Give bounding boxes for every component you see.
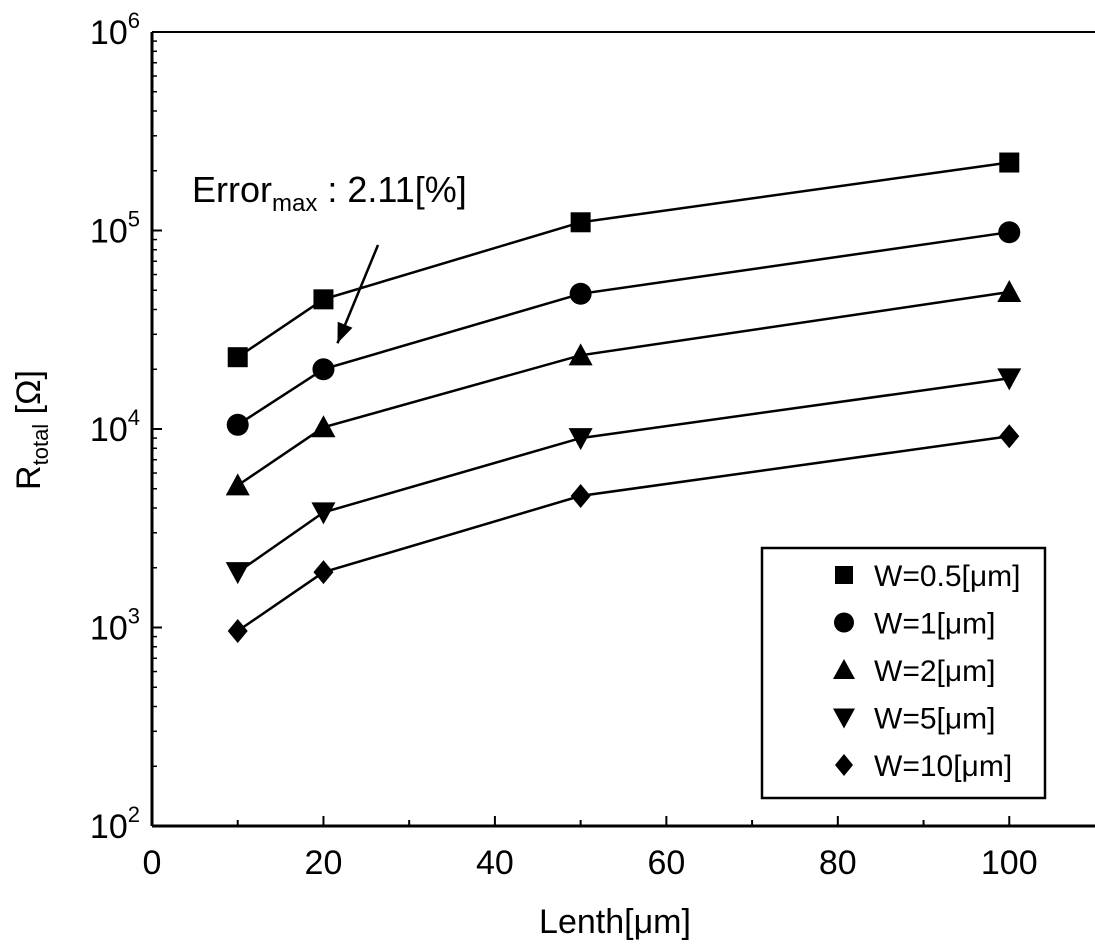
data-point bbox=[312, 358, 335, 381]
data-point bbox=[227, 619, 248, 644]
series-line bbox=[236, 377, 1010, 574]
data-point bbox=[568, 343, 593, 366]
series-line bbox=[237, 161, 1010, 359]
data-point bbox=[568, 428, 593, 451]
series-1 bbox=[227, 152, 1020, 368]
data-point bbox=[311, 502, 336, 525]
series-5 bbox=[227, 424, 1020, 644]
data-point bbox=[570, 483, 591, 508]
legend-marker bbox=[833, 708, 855, 729]
series-line bbox=[236, 290, 1010, 487]
y-axis-label: Rtotal [Ω] bbox=[10, 370, 53, 490]
annotation-arrow-head bbox=[337, 321, 353, 344]
y-axis-label-unit: [Ω] bbox=[10, 370, 48, 424]
data-point bbox=[997, 368, 1022, 391]
legend-item: W=5[μm] bbox=[833, 703, 995, 736]
data-point bbox=[226, 413, 249, 436]
legend-label: W=2[μm] bbox=[874, 655, 995, 688]
y-axis-label-sub: total bbox=[28, 424, 53, 466]
y-tick-label: 105 bbox=[90, 207, 140, 251]
legend-marker bbox=[833, 659, 855, 679]
data-point bbox=[311, 415, 336, 438]
legend-marker bbox=[835, 754, 853, 776]
data-point bbox=[225, 562, 250, 585]
data-point bbox=[569, 282, 592, 305]
data-point bbox=[313, 289, 334, 310]
legend-item: W=10[μm] bbox=[835, 750, 1012, 783]
series-line bbox=[236, 434, 1010, 633]
series-2 bbox=[226, 221, 1021, 436]
y-tick-label: 102 bbox=[90, 802, 140, 846]
legend-label: W=0.5[μm] bbox=[874, 560, 1020, 593]
legend-label: W=1[μm] bbox=[874, 608, 995, 641]
legend-label: W=5[μm] bbox=[874, 703, 995, 736]
x-axis-label: Lenth[μm] bbox=[539, 903, 691, 941]
series-layer bbox=[225, 152, 1022, 644]
y-axis-label-main: R bbox=[10, 465, 48, 490]
x-tick-label: 40 bbox=[476, 844, 514, 882]
data-point bbox=[999, 424, 1020, 449]
y-tick-label: 103 bbox=[90, 604, 140, 648]
y-tick-label: 104 bbox=[90, 405, 140, 449]
data-point bbox=[225, 473, 250, 496]
legend-label: W=10[μm] bbox=[874, 750, 1012, 783]
data-point bbox=[997, 279, 1022, 302]
data-point bbox=[570, 212, 591, 233]
legend-item: W=2[μm] bbox=[833, 655, 995, 688]
annotation-text: Errormax : 2.11[%] bbox=[192, 169, 467, 217]
data-point bbox=[999, 152, 1020, 173]
legend-marker bbox=[834, 612, 854, 633]
annotation: Errormax : 2.11[%] bbox=[192, 169, 467, 344]
data-point bbox=[313, 560, 334, 585]
data-point bbox=[227, 347, 248, 368]
x-tick-label: 80 bbox=[819, 844, 857, 882]
legend: W=0.5[μm] W=1[μm] W=2[μm] W=5[μm] W=10[μm] bbox=[760, 546, 1047, 800]
legend-item: W=1[μm] bbox=[834, 608, 995, 641]
legend-marker bbox=[835, 566, 853, 584]
legend-item: W=0.5[μm] bbox=[835, 560, 1020, 593]
data-point bbox=[998, 221, 1021, 244]
x-tick-label: 20 bbox=[305, 844, 343, 882]
legend-box bbox=[760, 546, 1047, 800]
series-4 bbox=[225, 368, 1022, 585]
series-line bbox=[237, 230, 1010, 426]
ticks: 0 20 40 60 80 100 102 103 104 105 106 bbox=[90, 8, 1038, 882]
series-3 bbox=[225, 279, 1022, 496]
x-tick-label: 60 bbox=[647, 844, 685, 882]
x-tick-label: 100 bbox=[981, 844, 1038, 882]
y-tick-label: 106 bbox=[90, 8, 140, 52]
x-tick-label: 0 bbox=[143, 844, 162, 882]
